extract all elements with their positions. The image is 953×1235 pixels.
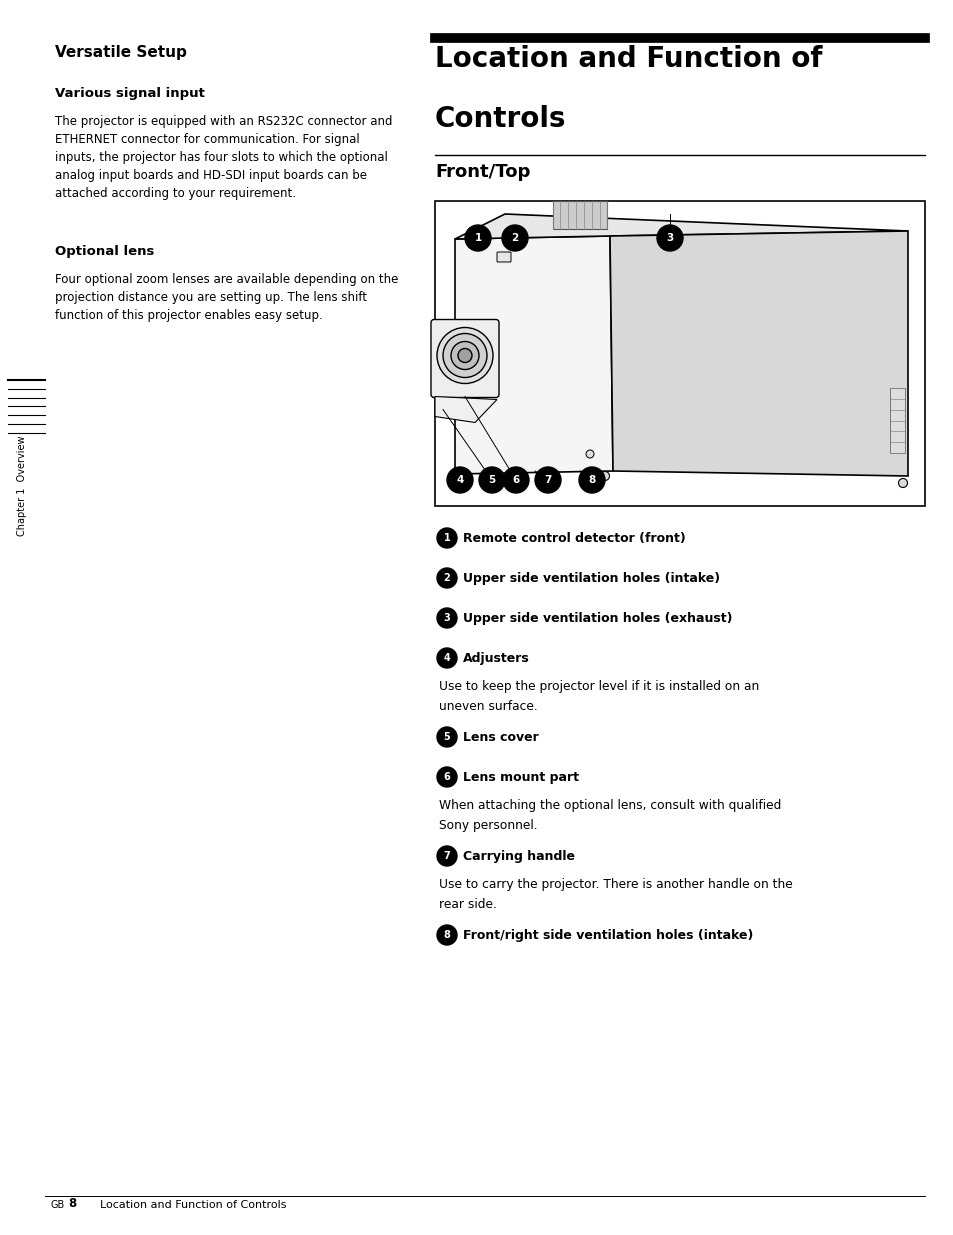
Text: Upper side ventilation holes (exhaust): Upper side ventilation holes (exhaust) — [462, 611, 732, 625]
Text: GB: GB — [50, 1200, 64, 1210]
Text: 7: 7 — [443, 851, 450, 861]
Text: Versatile Setup: Versatile Setup — [55, 44, 187, 61]
Polygon shape — [435, 396, 497, 422]
Text: 4: 4 — [443, 653, 450, 663]
Text: Carrying handle: Carrying handle — [462, 850, 575, 862]
Circle shape — [436, 727, 456, 747]
Text: uneven surface.: uneven surface. — [438, 699, 537, 713]
Text: Adjusters: Adjusters — [462, 652, 529, 664]
Circle shape — [478, 467, 504, 493]
FancyBboxPatch shape — [435, 201, 924, 506]
Text: 8: 8 — [68, 1197, 76, 1210]
Circle shape — [436, 846, 456, 866]
Circle shape — [451, 342, 478, 369]
Circle shape — [501, 225, 527, 251]
Circle shape — [453, 473, 462, 483]
Text: 8: 8 — [443, 930, 450, 940]
Text: rear side.: rear side. — [438, 898, 497, 910]
Text: Use to carry the projector. There is another handle on the: Use to carry the projector. There is ano… — [438, 878, 792, 890]
Polygon shape — [455, 214, 907, 240]
FancyBboxPatch shape — [552, 201, 607, 228]
Circle shape — [502, 467, 529, 493]
Text: Front/Top: Front/Top — [435, 163, 530, 182]
Text: When attaching the optional lens, consult with qualified: When attaching the optional lens, consul… — [438, 799, 781, 811]
Text: 3: 3 — [443, 613, 450, 622]
Text: Various signal input: Various signal input — [55, 86, 205, 100]
Circle shape — [578, 467, 604, 493]
Circle shape — [436, 648, 456, 668]
Text: 6: 6 — [512, 475, 519, 485]
FancyBboxPatch shape — [431, 320, 498, 398]
Circle shape — [436, 608, 456, 629]
Text: Four optional zoom lenses are available depending on the
projection distance you: Four optional zoom lenses are available … — [55, 273, 398, 322]
Circle shape — [599, 472, 609, 480]
Circle shape — [447, 467, 473, 493]
Circle shape — [436, 568, 456, 588]
Text: 2: 2 — [511, 233, 518, 243]
Text: Front/right side ventilation holes (intake): Front/right side ventilation holes (inta… — [462, 929, 753, 941]
Circle shape — [457, 348, 472, 363]
Text: Controls: Controls — [435, 105, 566, 133]
Text: Optional lens: Optional lens — [55, 245, 154, 258]
Text: Chapter 1  Overview: Chapter 1 Overview — [17, 435, 27, 536]
Text: The projector is equipped with an RS232C connector and
ETHERNET connector for co: The projector is equipped with an RS232C… — [55, 115, 392, 200]
Polygon shape — [455, 236, 613, 474]
Text: 5: 5 — [488, 475, 496, 485]
Text: 8: 8 — [588, 475, 595, 485]
Circle shape — [535, 467, 560, 493]
Text: 1: 1 — [443, 534, 450, 543]
Text: Lens mount part: Lens mount part — [462, 771, 578, 783]
Text: Use to keep the projector level if it is installed on an: Use to keep the projector level if it is… — [438, 680, 759, 693]
Text: Upper side ventilation holes (intake): Upper side ventilation holes (intake) — [462, 572, 720, 584]
Text: 7: 7 — [544, 475, 551, 485]
Text: Sony personnel.: Sony personnel. — [438, 819, 537, 831]
Text: 5: 5 — [443, 732, 450, 742]
Text: Lens cover: Lens cover — [462, 730, 538, 743]
Circle shape — [898, 478, 906, 488]
FancyBboxPatch shape — [889, 388, 904, 453]
Text: 3: 3 — [666, 233, 673, 243]
Text: 4: 4 — [456, 475, 463, 485]
Circle shape — [436, 925, 456, 945]
Polygon shape — [609, 231, 907, 475]
Text: 2: 2 — [443, 573, 450, 583]
Circle shape — [464, 225, 491, 251]
Circle shape — [436, 529, 456, 548]
Circle shape — [442, 333, 486, 378]
FancyBboxPatch shape — [497, 252, 511, 262]
Text: Remote control detector (front): Remote control detector (front) — [462, 531, 685, 545]
Circle shape — [436, 767, 456, 787]
Circle shape — [657, 225, 682, 251]
Circle shape — [436, 327, 493, 384]
Circle shape — [585, 450, 594, 458]
Text: 6: 6 — [443, 772, 450, 782]
Text: 1: 1 — [474, 233, 481, 243]
Text: Location and Function of: Location and Function of — [435, 44, 821, 73]
Text: Location and Function of Controls: Location and Function of Controls — [100, 1200, 286, 1210]
